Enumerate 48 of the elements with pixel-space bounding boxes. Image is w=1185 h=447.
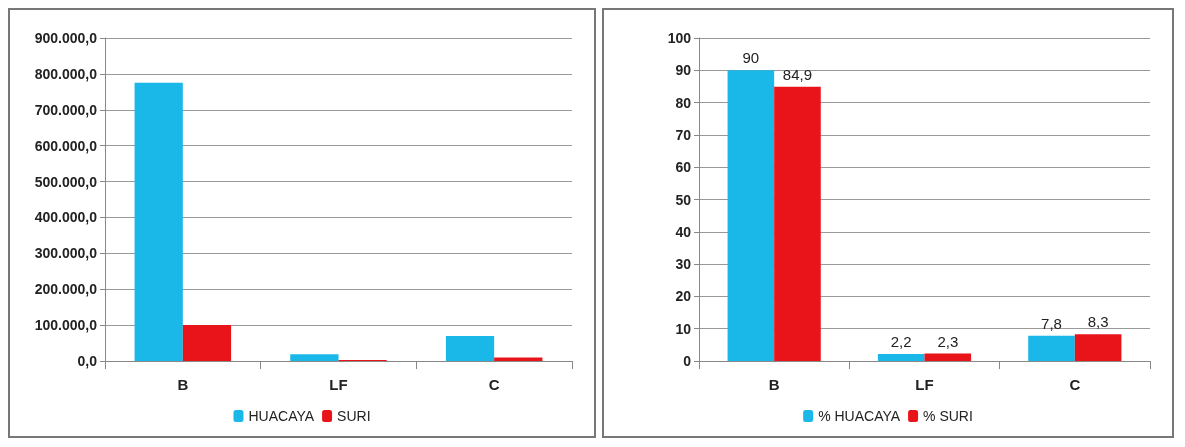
x-tick-label: C [488,376,500,393]
y-tick-label: 60 [675,159,692,176]
y-tick-label: 100 [667,30,692,46]
legend-label: HUACAYA [248,408,315,424]
data-label: 2,3 [937,332,959,350]
y-tick-label: 50 [675,191,692,208]
bar [290,354,339,361]
x-tick-label: C [1069,376,1081,393]
data-label: 2,2 [890,332,912,350]
y-tick-label: 400.000,0 [34,209,98,226]
data-label: 84,9 [782,65,813,83]
x-tick-label: LF [329,376,348,393]
bar [877,353,925,361]
data-label: 90 [742,49,760,67]
y-tick-label: 200.000,0 [34,281,98,298]
y-tick-label: 10 [675,320,692,337]
legend-label: SURI [337,408,371,424]
y-tick-label: 70 [675,126,692,143]
y-tick-label: 40 [675,223,692,240]
y-tick-label: 900.000,0 [34,30,98,46]
y-tick-label: 300.000,0 [34,245,98,262]
y-tick-label: 90 [675,62,692,79]
bar [182,325,232,361]
legend-label: % HUACAYA [818,408,901,424]
x-tick-label: LF [915,376,934,393]
bar [494,357,543,361]
y-tick-label: 0 [683,353,692,369]
bar [1028,335,1075,361]
y-tick-label: 100.000,0 [34,317,98,334]
bar [1074,334,1122,361]
bar [445,335,495,361]
bar [774,86,821,361]
x-tick-label: B [177,376,189,393]
bar [727,70,775,361]
y-tick-label: 80 [675,94,692,111]
y-tick-label: 600.000,0 [34,137,98,154]
y-tick-label: 20 [675,288,692,305]
y-tick-label: 700.000,0 [34,101,98,118]
bar [924,353,972,361]
y-tick-label: 30 [675,256,692,273]
y-tick-label: 0,0 [77,353,98,369]
legend-label: % SURI [923,408,973,424]
y-tick-label: 500.000,0 [34,173,98,190]
x-tick-label: B [768,376,780,393]
bar [134,82,183,361]
y-tick-label: 800.000,0 [34,65,98,82]
data-label: 8,3 [1087,313,1109,331]
data-label: 7,8 [1041,314,1062,332]
